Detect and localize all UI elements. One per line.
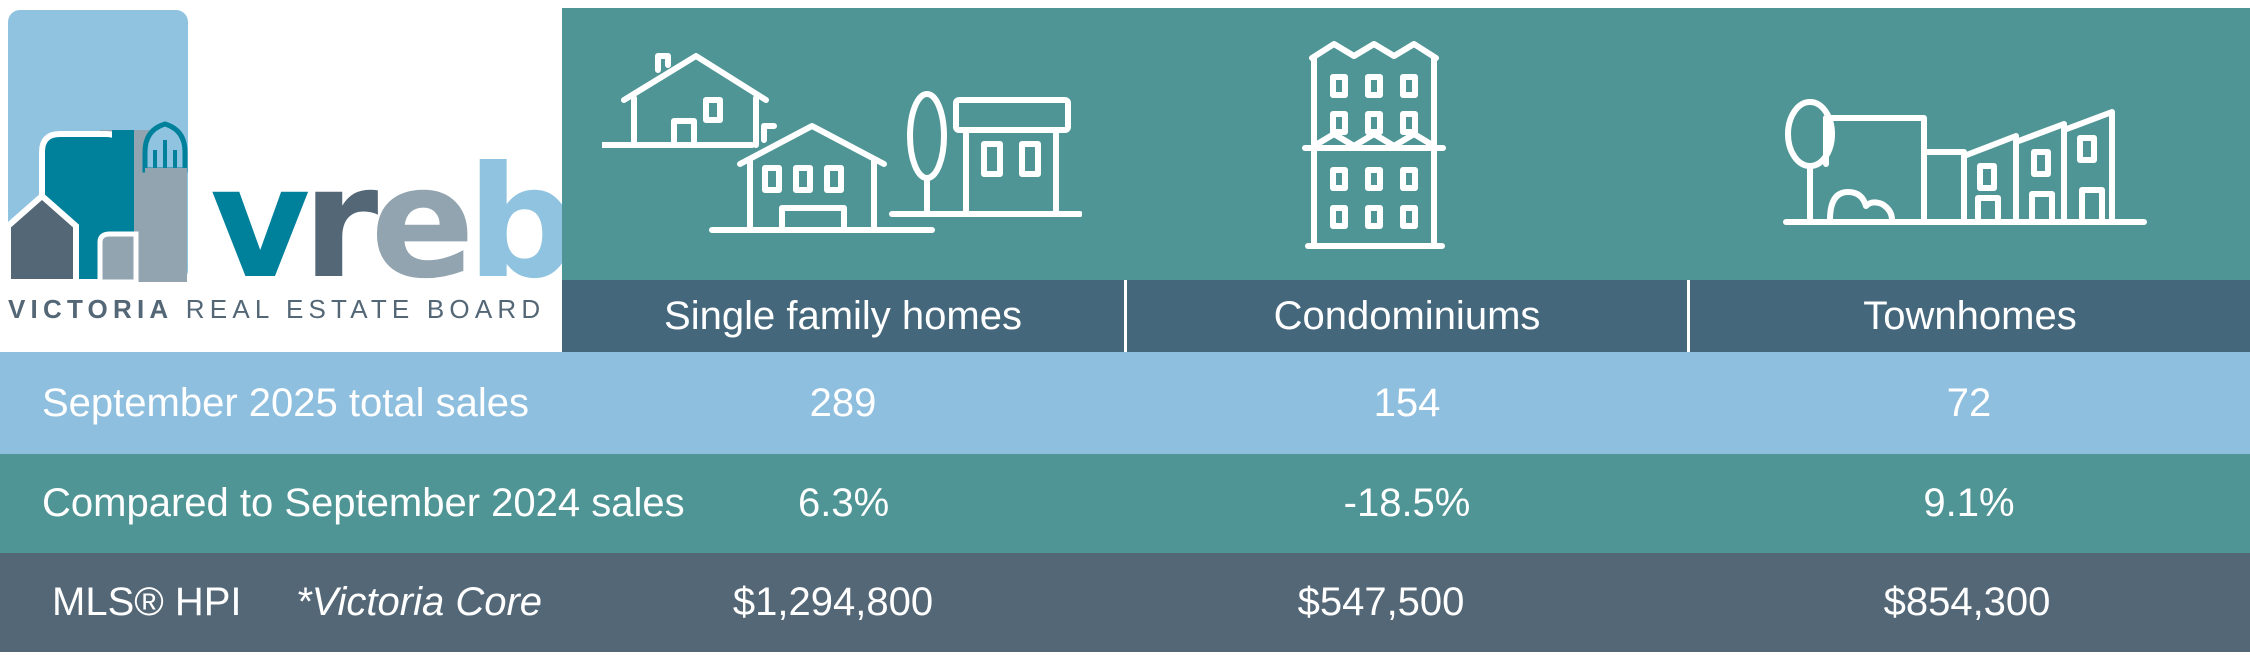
total-sales-row: September 2025 total sales 289 154 72 (0, 352, 2250, 454)
single-family-houses-icon (602, 53, 1082, 233)
single-family-hpi-value: $1,294,800 (732, 580, 934, 624)
property-type-icons-panel (562, 8, 2250, 280)
category-condominiums: Condominiums (1273, 294, 1541, 338)
condominium-building-icon (1302, 41, 1446, 249)
condominium-sales-value: 154 (1373, 380, 1441, 425)
comparison-label: Compared to September 2024 sales (42, 481, 685, 525)
category-townhomes: Townhomes (1863, 294, 2077, 338)
vreb-logo: vreb VICTORIA REAL ESTATE BOARD (0, 0, 562, 352)
total-sales-label: September 2025 total sales (42, 380, 529, 425)
mls-hpi-row: MLS® HPI *Victoria Core $1,294,800 $547,… (0, 553, 2250, 652)
logo-subtitle: VICTORIA REAL ESTATE BOARD (8, 294, 546, 324)
single-family-change-value: 6.3% (798, 481, 890, 525)
vreb-logo-graphic: vreb (5, 10, 562, 313)
mls-hpi-label: MLS® HPI (52, 580, 242, 624)
condominium-hpi-value: $547,500 (1297, 580, 1465, 624)
victoria-core-note: *Victoria Core (296, 580, 543, 624)
year-over-year-row: Compared to September 2024 sales 6.3% -1… (0, 454, 2250, 553)
column-divider (1687, 280, 1690, 352)
column-divider (1124, 280, 1127, 352)
townhome-hpi-value: $854,300 (1883, 580, 2051, 624)
townhouse-row-icon (1783, 99, 2147, 225)
townhome-sales-value: 72 (1946, 380, 1992, 425)
category-single-family-homes: Single family homes (664, 294, 1022, 338)
townhome-change-value: 9.1% (1923, 481, 2015, 525)
single-family-sales-value: 289 (809, 380, 877, 425)
svg-text:vreb: vreb (210, 134, 562, 313)
condominium-change-value: -18.5% (1343, 481, 1471, 525)
category-header-bar: Single family homes Condominiums Townhom… (562, 280, 2250, 352)
